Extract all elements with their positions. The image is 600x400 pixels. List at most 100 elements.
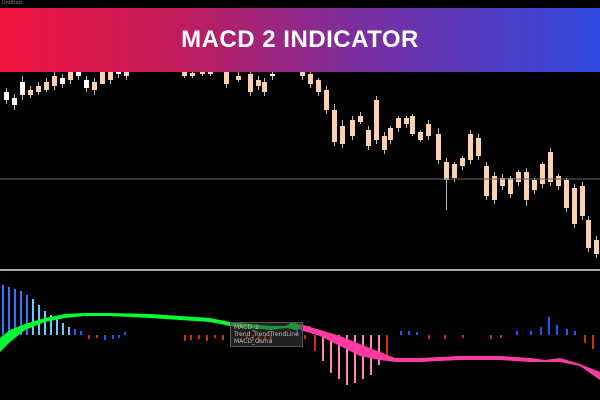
histogram-bar (540, 327, 542, 335)
histogram-bar (338, 335, 340, 379)
candlestick-series (4, 64, 599, 258)
histogram-bar (118, 335, 120, 338)
candle-body (270, 74, 275, 76)
histogram-bar (20, 291, 22, 335)
indicator-label-line: MACD_2 (234, 324, 259, 331)
candle-body (426, 124, 431, 136)
histogram-bar (548, 317, 550, 335)
candle-body (324, 90, 329, 110)
histogram-bar (574, 331, 576, 335)
candle-body (374, 100, 379, 140)
banner-title: MACD 2 INDICATOR (181, 26, 419, 53)
histogram-bar (556, 325, 558, 335)
macd-histogram (2, 285, 594, 385)
histogram-bar (184, 335, 186, 341)
candle-body (500, 178, 505, 186)
candle-body (100, 68, 105, 84)
histogram-bar (56, 319, 58, 335)
candle-body (52, 76, 57, 86)
candle-body (68, 72, 73, 80)
histogram-bar (346, 335, 348, 385)
histogram-bar (354, 335, 356, 383)
macd-negative-area (300, 324, 600, 380)
candle-body (124, 70, 129, 76)
candle-body (190, 73, 195, 76)
histogram-bar (584, 335, 586, 343)
histogram-bar (428, 335, 430, 339)
candle-body (224, 72, 229, 84)
histogram-bar (592, 335, 594, 349)
histogram-bar (416, 332, 418, 335)
histogram-bar (330, 335, 332, 373)
candle-body (60, 78, 65, 84)
candle-body (532, 180, 537, 190)
candle-body (444, 162, 449, 180)
histogram-bar (214, 335, 216, 338)
title-banner: MACD 2 INDICATOR (0, 8, 600, 72)
histogram-bar (516, 331, 518, 335)
candle-body (116, 70, 121, 74)
window-title: Untitled (2, 0, 22, 6)
candle-body (308, 74, 313, 84)
candle-body (436, 134, 441, 160)
histogram-bar (112, 335, 114, 339)
histogram-bar (32, 299, 34, 335)
histogram-bar (198, 335, 200, 339)
candle-body (84, 80, 89, 88)
candle-body (262, 82, 267, 92)
histogram-bar (62, 323, 64, 335)
candle-body (44, 82, 49, 90)
histogram-bar (408, 331, 410, 335)
indicator-label-line: Trend_TrendTrendLine (234, 331, 299, 338)
histogram-bar (96, 335, 98, 338)
candle-body (236, 76, 241, 80)
candle-body (540, 164, 545, 184)
candle-body (4, 92, 9, 100)
candle-body (468, 134, 473, 160)
candle-body (28, 90, 33, 95)
candle-body (484, 166, 489, 196)
candle-body (350, 120, 355, 136)
histogram-bar (74, 329, 76, 335)
candle-body (332, 110, 337, 142)
candle-body (108, 72, 113, 80)
histogram-bar (190, 335, 192, 340)
indicator-label: MACD_2 Trend_TrendTrendLine MACD_Osma (230, 322, 303, 347)
histogram-bar (88, 335, 90, 339)
candle-body (556, 176, 561, 186)
histogram-bar (462, 335, 464, 338)
histogram-bar (68, 327, 70, 335)
histogram-bar (400, 331, 402, 335)
candle-body (508, 178, 513, 194)
histogram-bar (104, 335, 106, 340)
histogram-bar (322, 335, 324, 361)
candle-body (516, 172, 521, 182)
candle-body (418, 132, 423, 140)
candle-body (12, 98, 17, 105)
indicator-label-line: MACD_Osma (234, 338, 273, 345)
candle-body (548, 152, 553, 182)
candle-body (340, 126, 345, 144)
histogram-bar (490, 335, 492, 339)
candle-body (452, 164, 457, 178)
candle-body (572, 188, 577, 224)
candle-body (476, 138, 481, 156)
histogram-bar (26, 295, 28, 335)
histogram-bar (304, 335, 306, 339)
histogram-bar (44, 311, 46, 335)
candle-body (382, 136, 387, 150)
candle-body (358, 116, 363, 122)
histogram-bar (222, 335, 224, 340)
candle-body (594, 240, 599, 254)
candle-body (580, 186, 585, 216)
candle-body (300, 72, 305, 76)
histogram-bar (14, 289, 16, 335)
candle-body (410, 116, 415, 134)
histogram-bar (2, 285, 4, 335)
candle-body (316, 80, 321, 92)
candle-body (564, 180, 569, 208)
candle-body (460, 158, 465, 166)
histogram-bar (80, 331, 82, 335)
candle-body (36, 86, 41, 92)
